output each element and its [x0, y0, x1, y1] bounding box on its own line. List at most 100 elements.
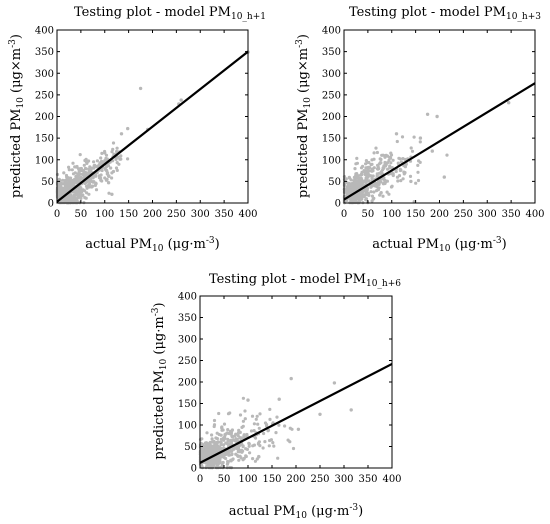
- data-point: [237, 428, 241, 432]
- data-point: [352, 189, 356, 193]
- data-point: [95, 159, 99, 163]
- data-point: [212, 418, 217, 423]
- y-axis-label: predicted PM10 (μg×m-3): [295, 34, 313, 198]
- data-point: [94, 188, 99, 192]
- data-point: [288, 440, 292, 444]
- data-point: [204, 450, 208, 454]
- data-point: [254, 417, 258, 421]
- data-point: [242, 433, 246, 437]
- data-point: [371, 197, 375, 201]
- data-point-outlier: [119, 132, 124, 136]
- x-tick-label: 300: [191, 209, 210, 220]
- data-point-outlier: [418, 136, 423, 140]
- data-point: [213, 449, 218, 454]
- data-point: [219, 433, 223, 437]
- data-point: [277, 423, 281, 427]
- data-point: [410, 149, 415, 153]
- data-point: [265, 424, 269, 428]
- y-tick-label: 50: [328, 177, 341, 188]
- y-tick-label: 200: [178, 378, 197, 389]
- data-point: [283, 424, 287, 428]
- data-point: [79, 196, 83, 200]
- x-axis-label-tail: ): [358, 504, 363, 519]
- x-tick-label: 400: [238, 209, 257, 220]
- data-point: [202, 453, 206, 457]
- data-point: [379, 157, 383, 162]
- data-point-outlier: [409, 179, 413, 184]
- data-point: [103, 176, 107, 180]
- data-point: [375, 174, 379, 178]
- data-point: [75, 180, 79, 184]
- scatter-plot-2: Testing plot - model PM10_h+30 50 100 150 20…: [295, 5, 545, 254]
- x-tick-label: 0: [197, 474, 203, 485]
- data-point: [347, 190, 351, 194]
- data-point: [92, 160, 96, 164]
- data-point: [251, 444, 255, 448]
- data-point: [74, 191, 78, 195]
- data-point: [73, 171, 77, 175]
- data-point: [399, 160, 403, 164]
- y-axis-label-superscript: -3: [295, 39, 305, 48]
- data-point: [214, 460, 218, 464]
- x-tick-label: 150: [119, 209, 138, 220]
- data-point: [109, 166, 113, 170]
- y-axis-label-unit: (μg×m: [296, 48, 311, 97]
- data-point: [243, 409, 247, 413]
- data-point: [97, 174, 101, 178]
- data-point: [86, 184, 90, 188]
- data-point: [61, 191, 66, 195]
- data-point: [119, 157, 123, 161]
- data-point: [383, 180, 387, 184]
- data-point: [251, 457, 255, 461]
- y-tick-label: 100: [35, 155, 54, 166]
- data-point: [376, 188, 380, 192]
- data-point: [398, 157, 402, 161]
- x-tick-label: 0: [341, 209, 347, 220]
- data-point: [263, 440, 267, 444]
- data-point: [66, 185, 71, 189]
- y-tick-label: 250: [322, 90, 341, 101]
- data-points: [342, 101, 511, 205]
- data-point: [59, 189, 63, 193]
- data-point: [409, 146, 413, 150]
- data-point: [200, 437, 204, 441]
- data-point: [73, 178, 77, 182]
- data-point: [64, 183, 68, 187]
- y-tick-label: 400: [35, 26, 54, 37]
- data-point: [388, 166, 392, 170]
- x-tick-label: 350: [358, 474, 377, 485]
- data-point: [372, 151, 376, 155]
- chart-title-subscript: 10_h+6: [366, 279, 401, 289]
- data-point: [412, 200, 416, 204]
- y-tick-label: 150: [35, 134, 54, 145]
- x-axis-label-unit: (μg·m: [307, 504, 349, 519]
- regression-line: [343, 82, 536, 201]
- data-point-outlier: [442, 175, 446, 179]
- data-point: [248, 451, 252, 455]
- y-axis-label-tail: ): [9, 34, 24, 39]
- data-point: [389, 153, 394, 157]
- data-point: [387, 158, 391, 162]
- data-point: [266, 428, 271, 432]
- data-point: [360, 194, 364, 198]
- data-point: [222, 422, 227, 426]
- x-tick-label: 250: [454, 209, 473, 220]
- data-point: [379, 170, 383, 174]
- data-point: [356, 197, 360, 201]
- data-point: [208, 452, 212, 456]
- data-point: [253, 459, 257, 463]
- x-axis-label-subscript: 10: [152, 244, 164, 254]
- data-point: [207, 448, 211, 452]
- data-point: [242, 456, 246, 460]
- data-point-outlier: [289, 376, 293, 381]
- data-point: [105, 169, 109, 173]
- y-tick-label: 0: [191, 464, 197, 475]
- data-point: [268, 407, 272, 411]
- data-point: [367, 173, 371, 177]
- data-point: [366, 165, 370, 169]
- data-point: [401, 177, 405, 181]
- chart-title-subscript: 10_h+3: [506, 12, 541, 22]
- data-point-outlier: [435, 114, 439, 119]
- y-tick-label: 150: [178, 399, 197, 410]
